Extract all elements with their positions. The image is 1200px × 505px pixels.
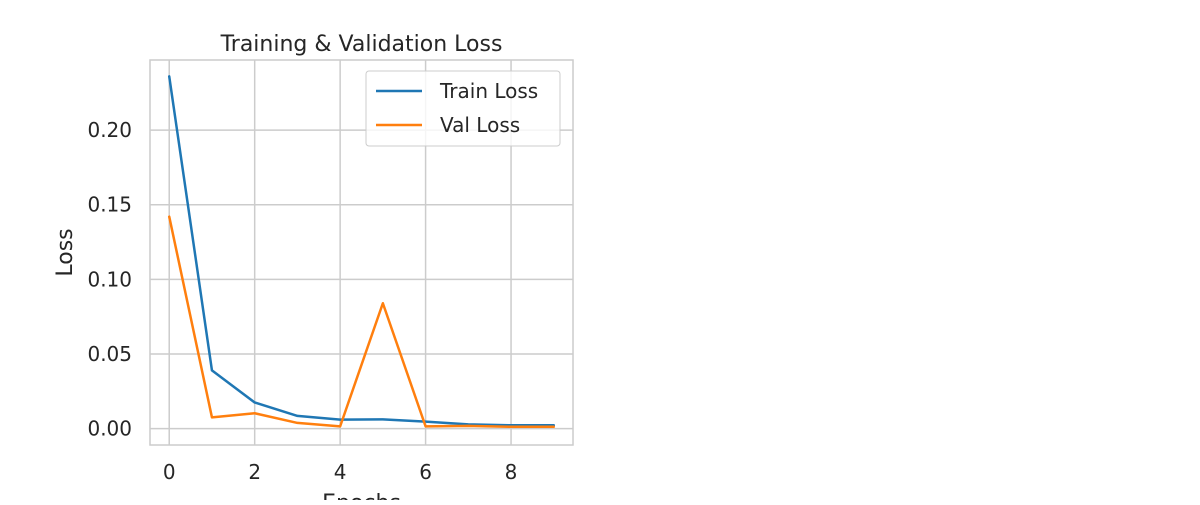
legend: Train Loss Val Loss bbox=[365, 70, 561, 147]
x-tick-labels: 0 2 4 6 8 bbox=[163, 460, 518, 484]
x-tick-label: 4 bbox=[334, 460, 347, 484]
legend-label-train: Train Loss bbox=[439, 79, 538, 103]
y-tick-label: 0.05 bbox=[87, 342, 132, 366]
x-axis-title: Epochs bbox=[322, 491, 401, 500]
x-tick-label: 6 bbox=[419, 460, 432, 484]
val-loss-line bbox=[167, 215, 556, 429]
x-tick-label: 2 bbox=[248, 460, 261, 484]
y-axis-title: Loss bbox=[53, 228, 78, 276]
y-tick-label: 0.10 bbox=[87, 267, 132, 291]
legend-label-val: Val Loss bbox=[440, 113, 520, 137]
chart-title: Training & Validation Loss bbox=[220, 32, 503, 57]
x-tick-label: 8 bbox=[505, 460, 518, 484]
series-layer bbox=[167, 75, 556, 429]
y-tick-label: 0.15 bbox=[87, 193, 132, 217]
train-loss-line bbox=[167, 75, 556, 427]
y-tick-labels: 0.00 0.05 0.10 0.15 0.20 bbox=[87, 118, 132, 440]
x-tick-label: 0 bbox=[163, 460, 176, 484]
plot-frame bbox=[149, 59, 574, 446]
y-tick-label: 0.20 bbox=[87, 118, 132, 142]
y-tick-label: 0.00 bbox=[87, 417, 132, 441]
